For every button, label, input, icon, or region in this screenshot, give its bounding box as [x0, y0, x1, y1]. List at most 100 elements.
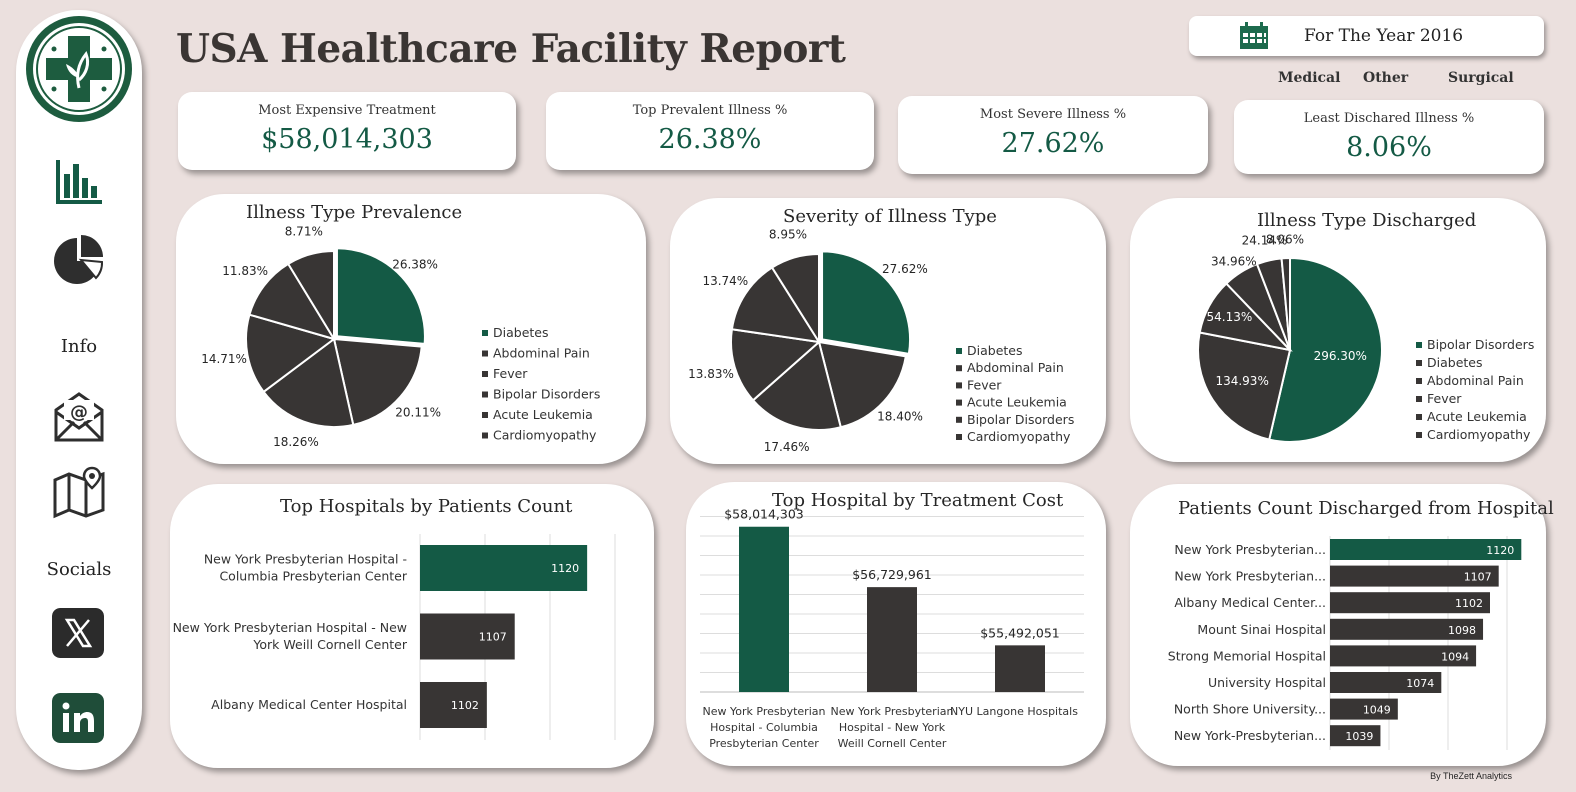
category-label: Hospital - Columbia [710, 721, 818, 734]
legend-item: Fever [493, 366, 528, 381]
legend-swatch [482, 432, 488, 439]
slice-label: 27.62% [882, 262, 928, 276]
chart-title: Illness Type Discharged [1257, 210, 1477, 231]
kpi-least-discharged-illness: Least Dischared Illness % 8.06% [1234, 100, 1544, 174]
legend-item: Fever [967, 377, 1002, 392]
legend-item: Bipolar Disorders [493, 387, 600, 402]
pie-slice [730, 266, 822, 344]
legend-swatch [1416, 396, 1422, 402]
legend-swatch [482, 330, 488, 336]
column-chart-treatment-cost: $58,014,303 New York Presbyterian Hospital… [700, 507, 1084, 750]
filter-other[interactable]: Other [1363, 70, 1409, 86]
slice-label: 296.30% [1314, 349, 1367, 363]
kpi-value: 26.38% [658, 124, 762, 155]
legend-item: Diabetes [1427, 355, 1483, 370]
category-label: York Weill Cornell Center [252, 637, 407, 652]
legend-swatch [1416, 360, 1422, 366]
pie-chart-severity: 27.62% 18.40% 17.46% 13.83% 13.74% 8.95% Diabe… [688, 228, 1074, 455]
slice-label: 34.96% [1211, 254, 1257, 268]
legend-swatch [1416, 378, 1422, 384]
slice-label: 17.46% [764, 440, 810, 454]
sidebar: Info @ Socials [16, 10, 142, 770]
legend-item: Abdominal Pain [967, 360, 1064, 375]
bar-value-label: 1120 [1486, 544, 1514, 557]
bar-value-label: $56,729,961 [852, 567, 932, 582]
kpi-value: 8.06% [1346, 132, 1432, 163]
kpi-value: $58,014,303 [261, 124, 433, 155]
legend-swatch [956, 399, 962, 406]
legend-swatch [956, 365, 962, 372]
bar [1330, 698, 1398, 720]
column-bar [739, 526, 789, 692]
x-icon[interactable] [52, 608, 104, 658]
info-label: Info [60, 336, 98, 357]
category-label: New York-Presbyterian... [1174, 728, 1326, 743]
legend-item: Acute Leukemia [967, 395, 1067, 410]
category-label: Albany Medical Center... [1174, 595, 1326, 610]
bar [1330, 592, 1490, 614]
bar-chart-icon[interactable] [52, 156, 106, 210]
kpi-label: Top Prevalent Illness % [632, 103, 788, 118]
legend-item: Cardiomyopathy [493, 428, 597, 443]
category-label: New York Presbyterian... [1174, 569, 1326, 584]
category-label: New York Presbyterian... [1174, 542, 1326, 557]
category-label: New York Presbyterian Hospital - New [173, 620, 407, 635]
bar-value-label: 1107 [479, 631, 507, 644]
pie-slice [730, 328, 822, 402]
legend-item: Fever [1427, 391, 1462, 406]
legend-swatch [482, 412, 488, 418]
legend-item: Abdominal Pain [1427, 373, 1524, 388]
map-icon[interactable] [52, 466, 106, 520]
slice-label: 14.71% [201, 352, 247, 366]
pie-slice [1197, 331, 1292, 441]
linkedin-icon[interactable] [52, 693, 104, 743]
year-selector[interactable]: For The Year 2016 [1189, 16, 1544, 56]
category-label: Presbyterian Center [709, 737, 819, 750]
pie-slice [751, 340, 842, 431]
category-label: Columbia Presbyterian Center [219, 569, 407, 584]
legend-item: Acute Leukemia [1427, 409, 1527, 424]
bar-value-label: 1049 [1363, 704, 1391, 717]
category-label: New York Presbyterian Hospital - [204, 552, 407, 567]
pie-chart-prevalence: 26.38% 20.11% 18.26% 14.71% 11.83% 8.71% Diabe… [201, 224, 600, 449]
slice-label: 8.06% [1266, 233, 1304, 247]
pie-slice [770, 252, 820, 346]
mail-icon[interactable]: @ [52, 390, 106, 444]
legend-swatch [956, 348, 962, 354]
legend-item: Cardiomyopathy [967, 429, 1071, 444]
bar-value-label: 1094 [1441, 650, 1469, 663]
column-bar [995, 645, 1045, 692]
bar-value-label: 1120 [551, 562, 579, 575]
bar [420, 613, 515, 660]
category-label: NYU Langone Hospitals [950, 705, 1078, 718]
legend-item: Bipolar Disorders [967, 412, 1074, 427]
card-treatment-cost: Top Hospital by Treatment Cost $58,014,3… [686, 482, 1106, 766]
pie-slice [335, 247, 426, 346]
chart-title: Top Hospital by Treatment Cost [772, 490, 1064, 511]
slice-label: 13.74% [702, 274, 748, 288]
bar [1330, 565, 1499, 587]
category-label: Hospital - New York [839, 721, 946, 734]
legend-swatch [482, 350, 488, 357]
legend-item: Diabetes [493, 325, 549, 340]
category-label: University Hospital [1208, 675, 1326, 690]
chart-title: Patients Count Discharged from Hospital [1178, 498, 1554, 519]
slice-label: 24.14% [1242, 234, 1288, 248]
pie-slice [817, 340, 907, 429]
slice-label: 54.13% [1207, 310, 1253, 324]
legend-swatch [956, 434, 962, 440]
pie-chart-icon[interactable] [52, 232, 106, 286]
category-label: North Shore University... [1174, 702, 1326, 717]
category-label: New York Presbyterian [703, 705, 826, 718]
kpi-label: Most Expensive Treatment [258, 103, 436, 118]
legend-swatch [956, 416, 962, 423]
legend-item: Diabetes [967, 343, 1023, 358]
filter-surgical[interactable]: Surgical [1448, 70, 1514, 86]
legend-swatch [1416, 414, 1422, 420]
filter-medical[interactable]: Medical [1278, 70, 1341, 86]
kpi-value: 27.62% [1001, 128, 1105, 159]
bar [1330, 539, 1522, 560]
bar-value-label: 1102 [451, 699, 479, 712]
bar-value-label: 1098 [1448, 624, 1476, 637]
pie-slice [262, 337, 355, 428]
